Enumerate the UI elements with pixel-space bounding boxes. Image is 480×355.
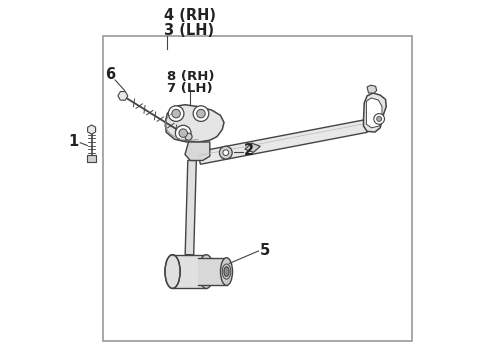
Polygon shape	[185, 142, 210, 160]
Polygon shape	[245, 143, 260, 152]
Ellipse shape	[224, 267, 229, 277]
Ellipse shape	[199, 255, 214, 288]
Circle shape	[377, 116, 382, 121]
Circle shape	[374, 114, 384, 124]
Text: 4 (RH): 4 (RH)	[164, 9, 216, 23]
Circle shape	[175, 125, 191, 141]
Circle shape	[193, 106, 209, 121]
Polygon shape	[198, 120, 367, 164]
Bar	[103, 36, 412, 341]
Ellipse shape	[165, 255, 180, 288]
Circle shape	[219, 146, 232, 159]
Circle shape	[185, 133, 192, 140]
Polygon shape	[198, 258, 227, 285]
Circle shape	[172, 109, 180, 118]
Text: 3 (LH): 3 (LH)	[164, 23, 214, 38]
Text: 8 (RH): 8 (RH)	[167, 70, 215, 83]
Text: 6: 6	[106, 67, 116, 82]
Text: 1: 1	[68, 135, 78, 149]
Circle shape	[223, 150, 228, 155]
Bar	[87, 155, 96, 162]
Polygon shape	[185, 160, 196, 255]
Text: 5: 5	[260, 243, 270, 258]
Polygon shape	[172, 255, 206, 288]
Text: 2: 2	[243, 143, 253, 158]
Polygon shape	[166, 105, 224, 142]
Circle shape	[179, 129, 188, 137]
Polygon shape	[363, 93, 386, 132]
Text: 7 (LH): 7 (LH)	[167, 82, 213, 95]
Circle shape	[197, 109, 205, 118]
Circle shape	[168, 106, 184, 121]
Ellipse shape	[220, 258, 232, 285]
Polygon shape	[366, 98, 382, 128]
Polygon shape	[367, 85, 377, 93]
